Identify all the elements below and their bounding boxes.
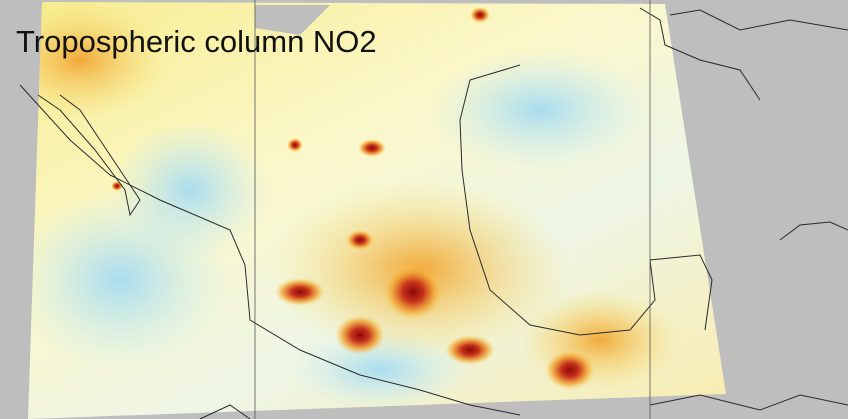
title: Tropospheric column NO2 bbox=[16, 24, 377, 60]
map bbox=[0, 0, 848, 419]
map-view: Tropospheric column NO2 bbox=[0, 0, 848, 419]
